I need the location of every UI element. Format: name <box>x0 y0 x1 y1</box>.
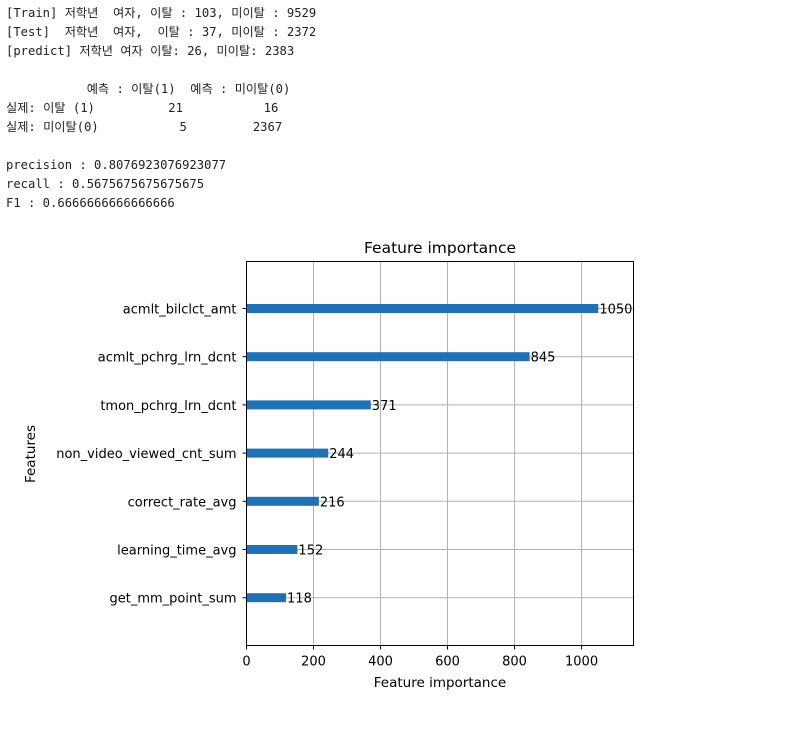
bar-acmlt_bilclct_amt <box>246 304 599 313</box>
y-tick-label: acmlt_bilclct_amt <box>123 303 237 318</box>
x-tick-label: 0 <box>242 655 250 670</box>
console-line: [predict] 저학년 여자 이탈: 26, 미이탈: 2383 <box>6 44 295 58</box>
console-line: recall : 0.5675675675675675 <box>6 177 205 191</box>
console-line: precision : 0.8076923076923077 <box>6 158 227 172</box>
x-ticks: 0 200 400 600 800 1000 <box>242 645 598 670</box>
data-label: 216 <box>320 495 345 510</box>
y-axis-label: Features <box>23 425 39 483</box>
bar-correct_rate_avg <box>246 496 319 506</box>
data-label: 845 <box>531 351 556 366</box>
bar-acmlt_pchrg_lrn_dcnt <box>246 352 530 362</box>
bar-non_video_viewed_cnt_sum <box>246 448 329 458</box>
x-axis-label: Feature importance <box>374 675 506 691</box>
data-label: 244 <box>329 447 354 462</box>
y-tick-label: get_mm_point_sum <box>109 592 236 607</box>
x-tick-label: 600 <box>435 655 460 670</box>
bars <box>246 304 599 603</box>
bar-tmon_pchrg_lrn_dcnt <box>246 400 371 410</box>
y-tick-label: acmlt_pchrg_lrn_dcnt <box>98 351 237 366</box>
console-line: 실제: 이탈 (1) 21 16 <box>6 101 279 115</box>
data-label: 152 <box>298 544 323 559</box>
console-output: [Train] 저학년 여자, 이탈 : 103, 미이탈 : 9529 [Tes… <box>6 4 766 213</box>
console-line: 예측 : 이탈(1) 예측 : 미이탈(0) <box>6 82 291 96</box>
y-tick-label: learning_time_avg <box>117 544 236 559</box>
x-tick-label: 200 <box>301 655 326 670</box>
data-label: 1050 <box>599 303 632 318</box>
console-line: F1 : 0.6666666666666666 <box>6 196 175 210</box>
console-line <box>6 137 766 156</box>
x-tick-label: 400 <box>368 655 393 670</box>
data-labels: 1050 845 371 244 216 152 118 <box>287 303 632 607</box>
console-line <box>6 61 766 80</box>
y-ticks: acmlt_bilclct_amt acmlt_pchrg_lrn_dcnttmo… <box>56 303 247 607</box>
bar-get_mm_point_sum <box>246 593 287 603</box>
x-tick-label: 1000 <box>565 655 598 670</box>
x-tick-label: 800 <box>502 655 527 670</box>
data-label: 118 <box>287 592 312 607</box>
chart-title: Feature importance <box>364 239 516 257</box>
console-line: [Test] 저학년 여자, 이탈 : 37, 미이탈 : 2372 <box>6 25 317 39</box>
bar-learning_time_avg <box>246 545 298 554</box>
y-tick-label: correct_rate_avg <box>128 495 237 510</box>
console-line: [Train] 저학년 여자, 이탈 : 103, 미이탈 : 9529 <box>6 6 317 20</box>
data-label: 371 <box>372 399 397 414</box>
y-tick-label: non_video_viewed_cnt_sum <box>56 447 236 462</box>
console-line: 실제: 미이탈(0) 5 2367 <box>6 120 283 134</box>
y-tick-label: tmon_pchrg_lrn_dcnt <box>100 399 236 414</box>
feature-importance-chart: Feature importance acmlt_bilclct_amtacml… <box>23 239 634 691</box>
